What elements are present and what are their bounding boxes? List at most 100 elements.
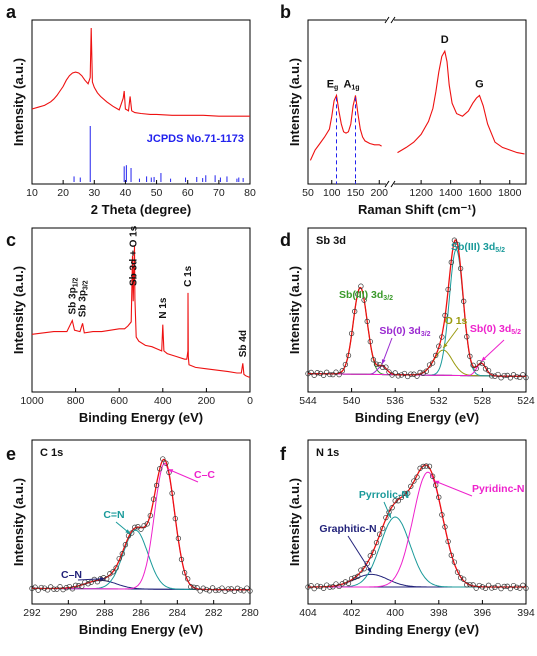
- experimental-data-point: [228, 586, 234, 592]
- x-axis-label: Binding Energy (eV): [355, 410, 479, 425]
- peak-label: D: [441, 34, 449, 46]
- x-tick-label: 286: [132, 607, 150, 619]
- experimental-data-point: [320, 585, 327, 591]
- experimental-data-point: [436, 494, 442, 500]
- experimental-data-point: [467, 581, 473, 588]
- experimental-data-point: [445, 538, 451, 545]
- experimental-data-point: [376, 531, 383, 537]
- x-tick-label: 292: [23, 607, 41, 619]
- experimental-data-point: [411, 478, 417, 484]
- component-label-main: Graphitic-N: [319, 523, 376, 535]
- x-tick-label: 528: [474, 395, 492, 407]
- experimental-data-point: [439, 334, 445, 340]
- panel-c: c 1000 800 600 400 200 0 Binding Energy (eV) Int…: [6, 225, 253, 425]
- experimental-data-point: [32, 584, 38, 590]
- experimental-data-point: [79, 583, 85, 589]
- experimental-data-point: [314, 370, 320, 376]
- experimental-data-point: [485, 367, 492, 374]
- peak-label-main: Sb 3p: [67, 287, 78, 314]
- experimental-data-point: [414, 474, 420, 480]
- experimental-data-point: [311, 585, 317, 592]
- component-label-main: Sb(III) 3d: [339, 289, 383, 301]
- experimental-data-point: [178, 556, 185, 563]
- experimental-data-point: [113, 565, 119, 571]
- experimental-data-point: [361, 566, 367, 572]
- survey-spectrum-line: [31, 245, 250, 378]
- experimental-data-point: [520, 372, 526, 378]
- peak-label: N 1s: [158, 297, 169, 319]
- experimental-data-point: [501, 583, 507, 590]
- experimental-data-point: [231, 588, 238, 594]
- plot-frame: [307, 439, 527, 605]
- peak-label: G: [475, 78, 484, 90]
- experimental-data-point: [339, 368, 345, 374]
- x-tick-label: 1800: [498, 187, 522, 199]
- experimental-data-point: [392, 498, 398, 504]
- component-label-main: C=N: [103, 509, 124, 521]
- experimental-data-point: [461, 298, 467, 304]
- experimental-data-point: [448, 552, 454, 558]
- x-tick-label: 80: [244, 187, 256, 199]
- x-tick-label: 404: [299, 607, 317, 619]
- component-label: Sb(III) 3d3/2: [339, 289, 393, 302]
- component-label-main: C–N: [61, 569, 82, 581]
- experimental-data-point: [29, 585, 35, 592]
- experimental-data-point: [448, 259, 454, 265]
- peak-label: Sb 3p3/2: [78, 280, 90, 317]
- experimental-data-point: [414, 373, 420, 379]
- reference-card-label: JCPDS No.71-1173: [147, 133, 244, 145]
- component-arrow: [381, 337, 393, 365]
- plot-frame: [307, 227, 527, 393]
- peak-label: Eg: [327, 78, 339, 91]
- experimental-data-point: [150, 496, 157, 502]
- experimental-data-point: [420, 463, 426, 470]
- experimental-data-point: [358, 283, 364, 289]
- panel-b: b Raman Shift (cm⁻¹) Intensity (a.u.) 50 100…: [280, 2, 527, 217]
- experimental-data-point: [504, 372, 510, 379]
- component-arrowhead: [481, 356, 487, 362]
- experimental-data-point: [35, 587, 41, 593]
- experimental-data-point: [234, 585, 241, 591]
- x-tick-label: 50: [302, 187, 314, 199]
- peak-label: A1g: [343, 78, 359, 91]
- component-label: O 1s: [445, 315, 468, 327]
- experimental-data-point: [514, 373, 520, 380]
- experimental-data-point: [342, 579, 349, 585]
- experimental-data-point: [392, 370, 398, 376]
- peak-label-main: N 1s: [158, 297, 169, 319]
- experimental-data-point: [470, 582, 476, 588]
- y-axis-label: Intensity (a.u.): [287, 266, 302, 354]
- x-tick-label: 600: [110, 395, 128, 407]
- experimental-data-point: [116, 555, 122, 562]
- x-axis-label: Binding Energy (eV): [79, 410, 203, 425]
- experimental-data-point: [373, 539, 380, 546]
- peak-label-main: Sb 3p: [78, 290, 89, 317]
- component-label: Sb(0) 3d3/2: [379, 325, 430, 338]
- experimental-data-point: [175, 535, 182, 542]
- experimental-data-point: [454, 241, 461, 248]
- component-label-subscript: 3/2: [383, 295, 393, 302]
- y-axis-label: Intensity (a.u.): [11, 58, 26, 146]
- component-label-main: Pyrrolic-N: [359, 489, 409, 501]
- experimental-data-point: [408, 371, 414, 377]
- x-tick-label: 40: [120, 187, 132, 199]
- experimental-data-point: [489, 373, 495, 379]
- y-axis-label: Intensity (a.u.): [11, 478, 26, 566]
- x-tick-label: 524: [517, 395, 535, 407]
- component-arrowhead: [387, 512, 391, 518]
- x-tick-label: 100: [323, 187, 341, 199]
- peak-label-main: A: [343, 78, 351, 90]
- experimental-data-point: [476, 359, 482, 366]
- peak-label-subscript: 1g: [351, 84, 359, 91]
- experimental-data-point: [41, 585, 48, 591]
- experimental-data-point: [451, 237, 458, 243]
- experimental-data-point: [200, 585, 206, 591]
- experimental-data-point: [423, 368, 429, 374]
- experimental-data-point: [57, 584, 63, 590]
- x-tick-label: 282: [205, 607, 223, 619]
- experimental-data-point: [479, 360, 486, 367]
- experimental-data-point: [485, 582, 492, 588]
- raman-high-wavenumber-line: [397, 49, 525, 155]
- experimental-data-point: [417, 369, 423, 376]
